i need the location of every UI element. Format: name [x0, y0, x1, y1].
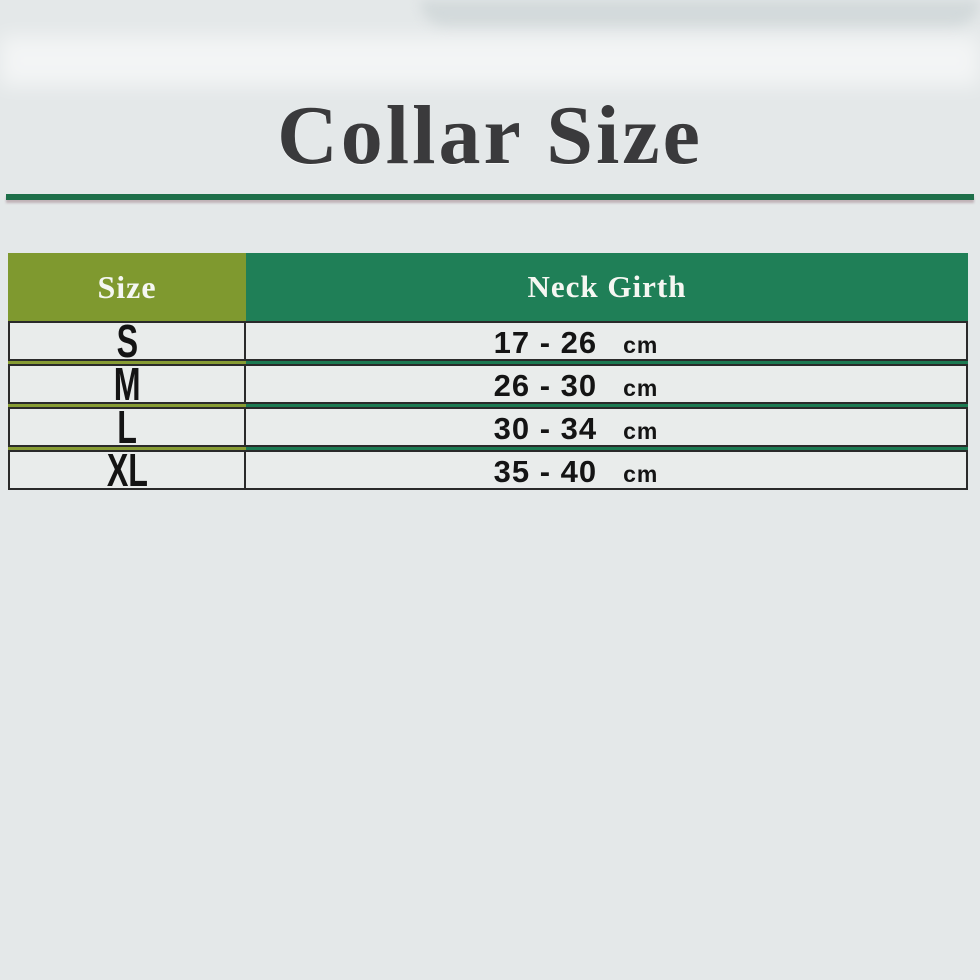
page-title: Collar Size [277, 89, 703, 182]
size-cell: XL [8, 447, 246, 493]
background-sheen [0, 36, 980, 86]
girth-unit: cm [623, 332, 659, 358]
table-row-m: M 26 - 30 cm [8, 361, 968, 407]
girth-range: 30 - 34 [493, 411, 598, 446]
size-cell: S [8, 318, 246, 364]
size-label: XL [106, 444, 148, 496]
table-row-l: L 30 - 34 cm [8, 404, 968, 450]
girth-unit: cm [623, 461, 659, 487]
background-corner-shade [420, 0, 980, 26]
girth-unit: cm [623, 375, 659, 401]
girth-cell: 17 - 26 cm [246, 323, 968, 359]
size-label: M [113, 358, 141, 410]
girth-range: 26 - 30 [493, 368, 598, 403]
size-cell: M [8, 361, 246, 407]
girth-range: 17 - 26 [493, 325, 598, 360]
neck-girth-column-header: Neck Girth [246, 253, 968, 321]
table-row-s: S 17 - 26 cm [8, 318, 968, 364]
girth-cell: 30 - 34 cm [246, 409, 968, 445]
girth-range: 35 - 40 [493, 454, 598, 489]
girth-unit: cm [623, 418, 659, 444]
table-header-row: Size Neck Girth [8, 253, 968, 321]
table-body: S 17 - 26 cm M 26 - 30 cm L 30 - 34 cm [8, 318, 968, 493]
girth-cell: 35 - 40 cm [246, 452, 968, 488]
girth-cell: 26 - 30 cm [246, 366, 968, 402]
table-row-xl: XL 35 - 40 cm [8, 447, 968, 493]
size-column-header: Size [8, 253, 246, 321]
size-label: S [116, 315, 138, 367]
size-label: L [117, 401, 137, 453]
size-chart-table: Size Neck Girth S 17 - 26 cm M 26 - 30 c… [8, 253, 968, 493]
title-divider-rule [6, 194, 974, 200]
size-cell: L [8, 404, 246, 450]
